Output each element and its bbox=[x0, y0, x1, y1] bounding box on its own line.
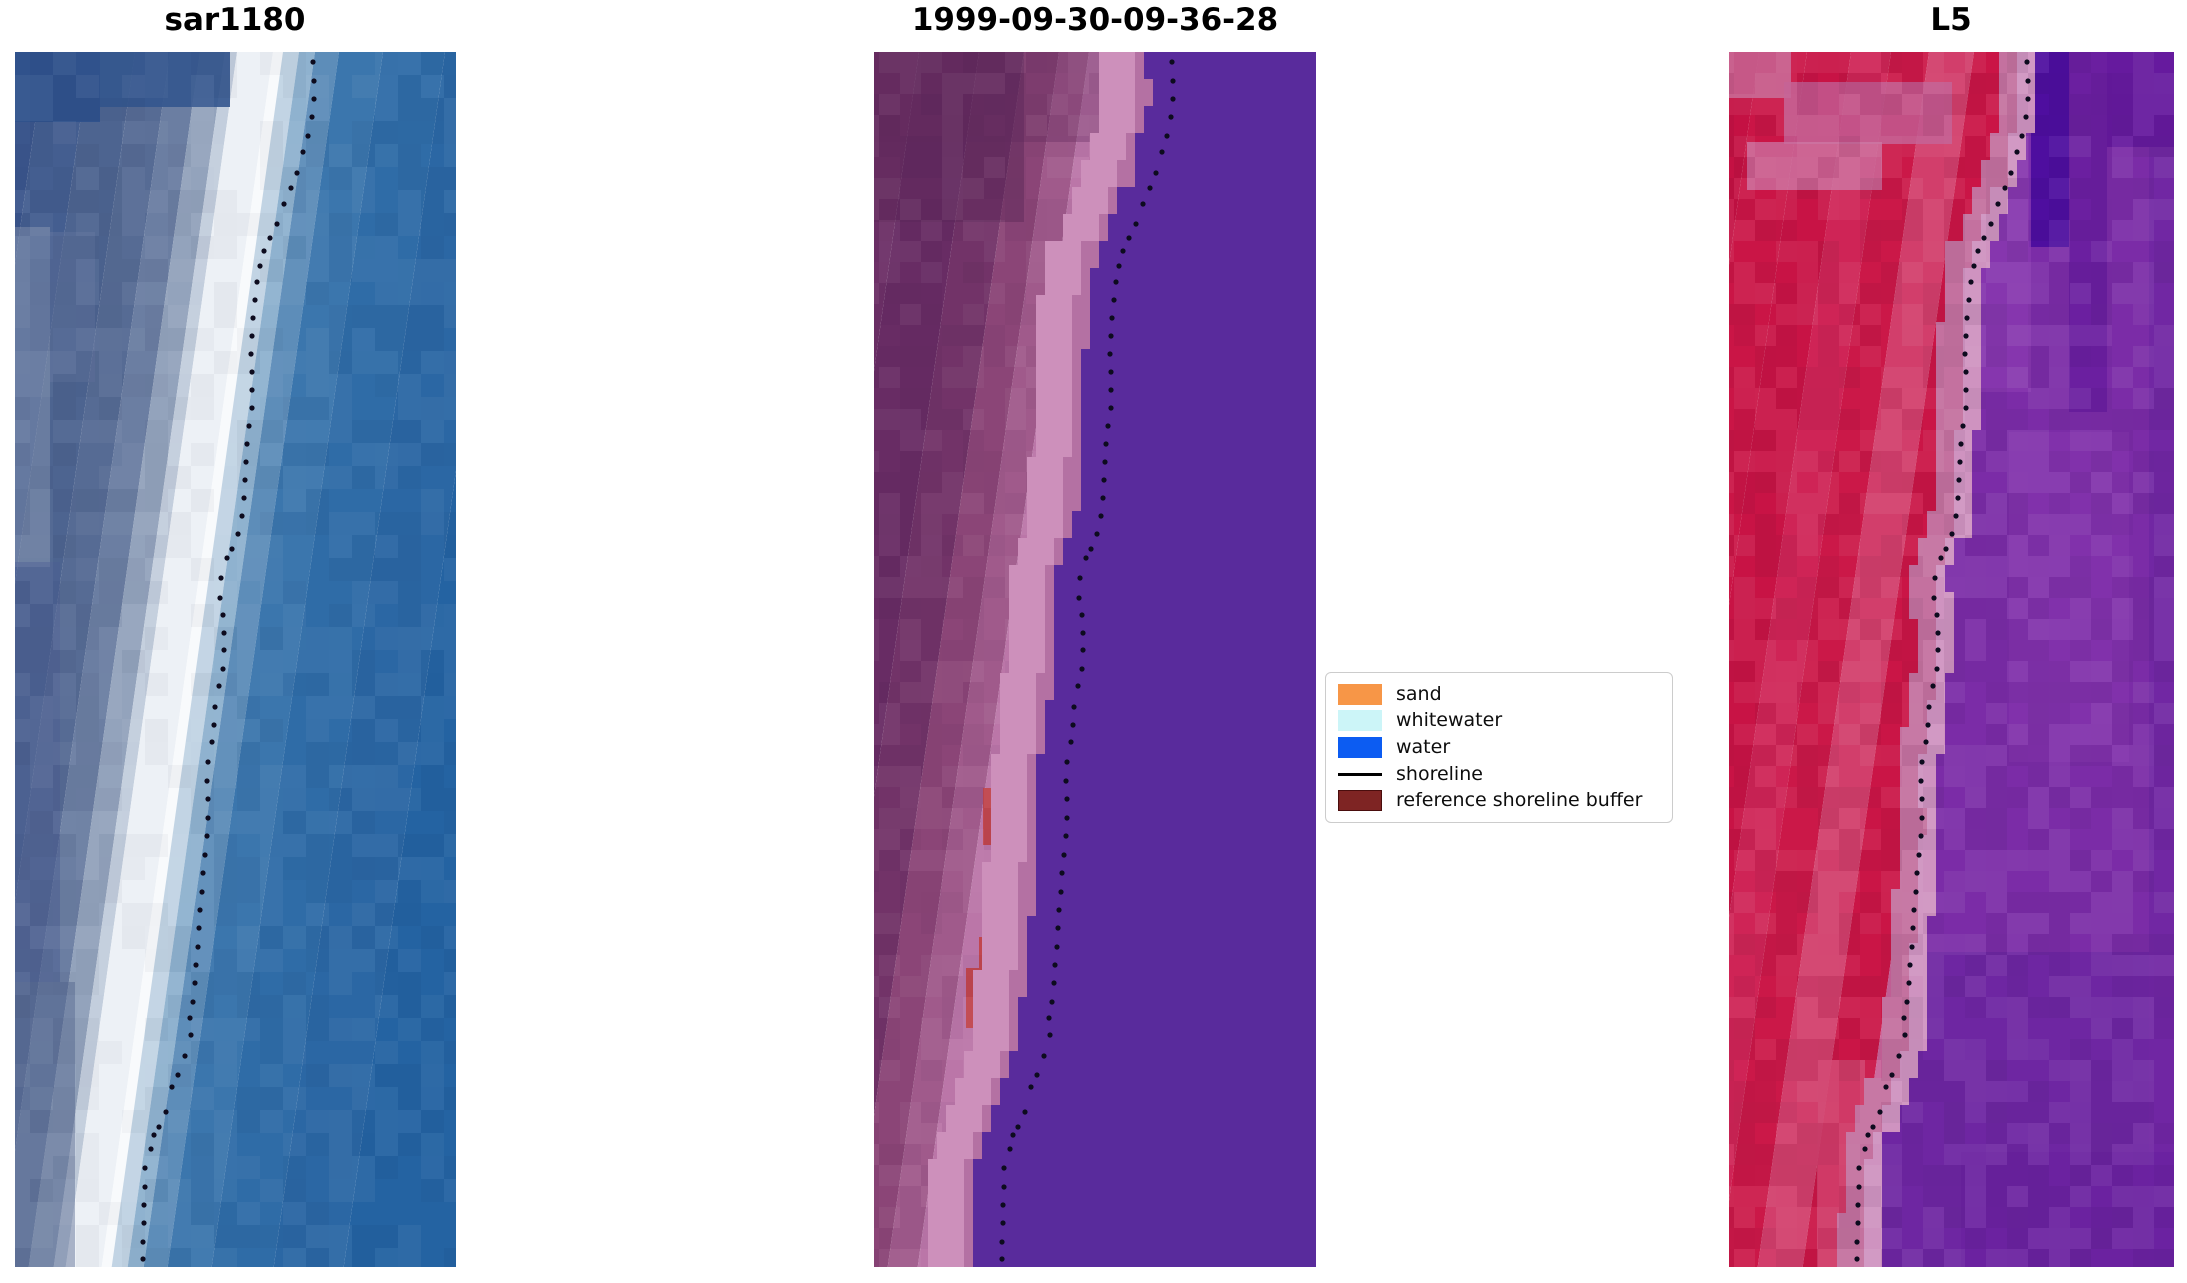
panel-title-l5: L5 bbox=[1930, 2, 1972, 38]
panel-image-2 bbox=[1729, 52, 2174, 1267]
legend-label: reference shoreline buffer bbox=[1396, 789, 1643, 812]
water-columns bbox=[1882, 52, 2174, 1267]
legend-color-swatch bbox=[1338, 710, 1382, 732]
panels-root bbox=[15, 52, 2174, 1267]
legend-label: shoreline bbox=[1396, 762, 1483, 785]
classification-legend: sand whitewater water shoreline reference sh… bbox=[1325, 672, 1673, 823]
pixel-texture-group bbox=[1729, 52, 2174, 1267]
shoreline-dots bbox=[999, 59, 1176, 1262]
patch-group bbox=[15, 52, 230, 1267]
pixel-texture-group bbox=[15, 52, 456, 1267]
panel-title-date: 1999-09-30-09-36-28 bbox=[911, 2, 1279, 38]
legend-line-swatch bbox=[1338, 772, 1382, 776]
legend-label: whitewater bbox=[1396, 709, 1503, 732]
stripe-group bbox=[15, 52, 456, 1267]
legend-color-swatch bbox=[1338, 736, 1382, 758]
legend-entry-water: water bbox=[1338, 734, 1662, 761]
shoreline-dots bbox=[1854, 59, 2031, 1262]
panel-image-0 bbox=[15, 52, 456, 1267]
legend-label: water bbox=[1396, 735, 1451, 758]
legend-color-swatch bbox=[1338, 790, 1382, 812]
shoreline-dots bbox=[140, 59, 317, 1262]
legend-entry-reference-shoreline-buffer: reference shoreline buffer bbox=[1338, 787, 1662, 814]
legend-entry-sand: sand bbox=[1338, 681, 1662, 708]
panel-image-1 bbox=[874, 52, 1316, 1267]
panel-title-sar1180: sar1180 bbox=[164, 2, 306, 38]
legend-label: sand bbox=[1396, 682, 1442, 705]
legend-color-swatch bbox=[1338, 683, 1382, 705]
legend-entry-whitewater: whitewater bbox=[1338, 708, 1662, 735]
water-region bbox=[973, 52, 1316, 1267]
legend-entry-shoreline: shoreline bbox=[1338, 761, 1662, 788]
